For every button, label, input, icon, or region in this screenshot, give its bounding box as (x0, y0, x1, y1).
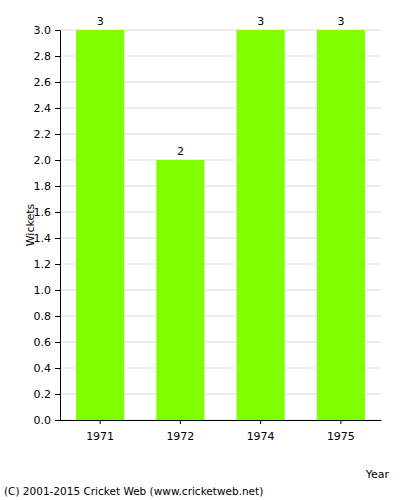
y-tick-mark (55, 134, 60, 135)
y-tick: 0.0 (34, 414, 61, 427)
y-tick-label: 0.4 (34, 362, 52, 375)
y-tick-label: 0.8 (34, 310, 52, 323)
y-tick-label: 1.8 (34, 180, 52, 193)
x-tick: 1974 (247, 420, 275, 443)
y-tick: 2.0 (34, 154, 61, 167)
y-tick-label: 2.8 (34, 50, 52, 63)
y-tick-label: 2.4 (34, 102, 52, 115)
y-tick-mark (55, 238, 60, 239)
y-tick-mark (55, 368, 60, 369)
y-tick: 0.4 (34, 362, 61, 375)
x-tick-label: 1974 (247, 430, 275, 443)
y-tick-mark (55, 108, 60, 109)
y-tick-mark (55, 186, 60, 187)
y-tick-label: 0.0 (34, 414, 52, 427)
y-tick-mark (55, 342, 60, 343)
x-tick-mark (180, 420, 181, 424)
bar (76, 30, 124, 420)
data-label: 3 (97, 15, 104, 28)
y-tick: 1.4 (34, 232, 61, 245)
x-tick-mark (340, 420, 341, 424)
y-tick-mark (55, 212, 60, 213)
y-tick-mark (55, 160, 60, 161)
y-tick-mark (55, 316, 60, 317)
y-tick: 1.0 (34, 284, 61, 297)
y-tick-label: 0.2 (34, 388, 52, 401)
y-tick-mark (55, 420, 60, 421)
y-axis-line (55, 31, 61, 421)
y-tick-label: 0.6 (34, 336, 52, 349)
y-tick-mark (55, 30, 60, 31)
y-tick: 0.8 (34, 310, 61, 323)
footer-note: (C) 2001-2015 Cricket Web (www.cricketwe… (4, 485, 263, 497)
y-tick: 2.8 (34, 50, 61, 63)
y-tick-label: 3.0 (34, 24, 52, 37)
data-label: 3 (257, 15, 264, 28)
y-tick: 1.6 (34, 206, 61, 219)
y-tick-mark (55, 264, 60, 265)
y-tick: 3.0 (34, 24, 61, 37)
x-tick-label: 1975 (327, 430, 355, 443)
y-tick: 2.4 (34, 102, 61, 115)
data-label: 3 (337, 15, 344, 28)
y-tick: 1.2 (34, 258, 61, 271)
chart: 3 2 3 3 0.0 0.2 0.4 0.6 0.8 1.0 1.2 1.4 1.6 1.8 2.0 2.2… (0, 0, 400, 500)
y-tick: 0.2 (34, 388, 61, 401)
y-tick: 2.6 (34, 76, 61, 89)
x-axis-line (61, 420, 382, 421)
bar (317, 30, 365, 420)
bar (156, 160, 204, 420)
y-tick-mark (55, 56, 60, 57)
y-tick-label: 1.0 (34, 284, 52, 297)
bar (237, 30, 285, 420)
x-tick-mark (260, 420, 261, 424)
y-axis: 0.0 0.2 0.4 0.6 0.8 1.0 1.2 1.4 1.6 1.8 2.0 2.2 2.4 2… (34, 24, 61, 427)
x-tick: 1971 (86, 420, 114, 443)
y-tick-label: 1.2 (34, 258, 52, 271)
x-tick-label: 1971 (86, 430, 114, 443)
y-tick: 2.2 (34, 128, 61, 141)
y-tick-mark (55, 394, 60, 395)
y-tick-label: 2.2 (34, 128, 52, 141)
bars (76, 30, 365, 420)
y-tick-mark (55, 82, 60, 83)
x-axis: 1971 1972 1974 1975 (61, 420, 382, 443)
x-tick-mark (100, 420, 101, 424)
x-tick-label: 1972 (166, 430, 194, 443)
x-tick: 1975 (327, 420, 355, 443)
x-tick: 1972 (166, 420, 194, 443)
y-tick: 1.8 (34, 180, 61, 193)
y-tick-label: 2.6 (34, 76, 52, 89)
grid (60, 30, 381, 420)
y-tick-label: 2.0 (34, 154, 52, 167)
y-tick-mark (55, 290, 60, 291)
data-label: 2 (177, 145, 184, 158)
y-axis-title: Wickets (24, 203, 37, 246)
x-axis-title: Year (365, 468, 390, 481)
data-labels: 3 2 3 3 (97, 15, 345, 158)
y-tick: 0.6 (34, 336, 61, 349)
